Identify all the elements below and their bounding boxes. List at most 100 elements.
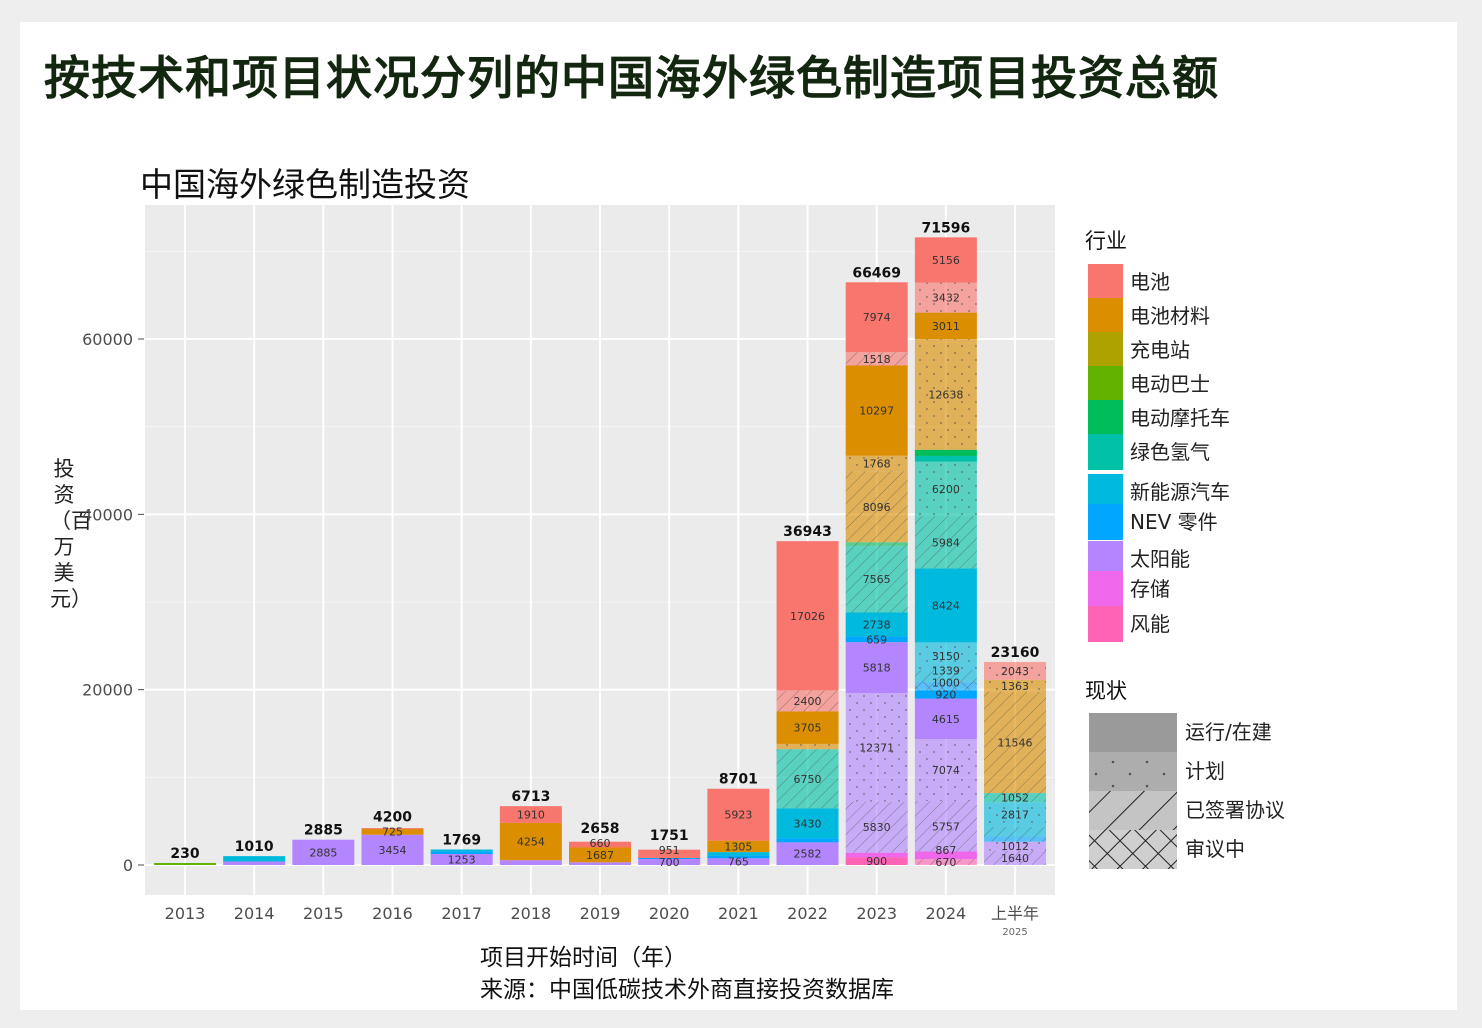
- bar-total-label: 230: [170, 846, 199, 862]
- bar-total-label: 1751: [650, 828, 689, 844]
- segment-label: 3705: [794, 722, 822, 735]
- segment-label: 3454: [379, 844, 407, 857]
- status-legend-title: 现状: [1085, 679, 1127, 703]
- bar-segment-pattern: [914, 681, 977, 691]
- bar-segment: [776, 711, 839, 744]
- bar-segment: [707, 858, 770, 865]
- segment-label: 2885: [309, 846, 337, 859]
- legend-swatch-存储: [1088, 571, 1123, 607]
- bar-2023: 900 5830 12371 5818 659 2738 7565 8096 1768 10297…: [845, 265, 908, 868]
- bar-segment-pattern: [984, 836, 1047, 842]
- bar-segment-pattern: [984, 826, 1047, 837]
- legend-label: 电池材料: [1130, 304, 1210, 328]
- segment-label: 725: [382, 826, 403, 839]
- segment-label: 1253: [448, 854, 476, 867]
- segment-label: 2400: [794, 695, 822, 708]
- segment-label: 7074: [932, 764, 960, 777]
- bar-segment: [845, 852, 908, 858]
- segment-label: 11546: [998, 736, 1033, 749]
- segment-label: 867: [935, 844, 956, 857]
- x-tick-label: 2013: [165, 904, 206, 923]
- segment-label: 3432: [932, 292, 960, 305]
- segment-label: 12638: [928, 388, 963, 401]
- bar-segment: [914, 455, 977, 462]
- bar-segment: [707, 840, 770, 853]
- bar-total-label: 23160: [991, 645, 1040, 661]
- bar-total-label: 4200: [373, 810, 412, 826]
- bar-segment-pattern: [984, 850, 1047, 865]
- bar-segment-pattern: [914, 739, 977, 802]
- y-tick-label: 60000: [82, 330, 133, 349]
- bar-segment-pattern: [776, 743, 839, 750]
- bar-total-label: 36943: [783, 524, 832, 540]
- bar-segment: [845, 642, 908, 694]
- y-tick-label: 20000: [82, 681, 133, 700]
- industry-legend-title: 行业: [1085, 229, 1127, 253]
- segment-label: 5156: [932, 254, 960, 267]
- bar-segment: [914, 698, 977, 740]
- bar-segment: [914, 312, 977, 340]
- status-legend-label: 已签署协议: [1185, 798, 1285, 822]
- segment-label: 8096: [863, 501, 891, 514]
- legend-label: 充电站: [1130, 338, 1190, 362]
- bar-2015: 2885 2885: [292, 823, 355, 865]
- bar-segment-pattern: [914, 282, 977, 313]
- status-swatch-pattern: [1089, 830, 1177, 869]
- bar-total-label: 71596: [922, 220, 971, 236]
- segment-label: 1687: [586, 849, 614, 862]
- bar-2013: 230: [154, 846, 216, 865]
- legend-label: 新能源汽车: [1130, 480, 1230, 504]
- segment-label: 2582: [794, 848, 822, 861]
- bar-segment: [845, 612, 908, 637]
- segment-label: 7565: [863, 573, 891, 586]
- legend-swatch-NEV 零件: [1088, 504, 1123, 540]
- segment-label: 2817: [1001, 809, 1029, 822]
- bar-segment: [776, 842, 839, 865]
- bar-segment-pattern: [984, 793, 1047, 803]
- bar-segment: [361, 828, 424, 835]
- bar-segment: [499, 806, 562, 823]
- segment-label: 3150: [932, 650, 960, 663]
- segment-label: 3430: [794, 817, 822, 830]
- bar-segment: [914, 690, 977, 699]
- bar-segment: [154, 862, 216, 865]
- bar-2014: 1010: [223, 839, 286, 865]
- bar-total-label: 66469: [852, 265, 901, 281]
- bar-total-label: 6713: [511, 789, 550, 805]
- bar-segment: [223, 861, 286, 865]
- x-tick-label: 2016: [372, 904, 413, 923]
- bar-segment: [776, 808, 839, 839]
- x-tick-label: 2014: [234, 904, 275, 923]
- bar-segment: [914, 449, 977, 456]
- segment-label: 765: [728, 856, 749, 869]
- bar-segment-pattern: [845, 471, 908, 543]
- x-tick-label: 2017: [441, 904, 482, 923]
- segment-label: 5818: [863, 662, 891, 675]
- bar-segment-pattern: [914, 801, 977, 852]
- bar-total-label: 2658: [581, 821, 620, 837]
- bar-segment-pattern: [845, 546, 908, 613]
- segment-label: 1000: [932, 677, 960, 690]
- bar-segment-pattern: [914, 516, 977, 569]
- status-legend-label: 审议中: [1185, 837, 1245, 861]
- y-tick-label: 40000: [82, 505, 133, 524]
- segment-label: 900: [866, 855, 887, 868]
- segment-label: 4254: [517, 836, 545, 849]
- bar-segment-pattern: [776, 749, 839, 809]
- segment-label: 660: [590, 837, 611, 850]
- bar-segment: [361, 828, 424, 830]
- bar-segment: [707, 788, 770, 841]
- bar-segment: [707, 852, 770, 856]
- segment-label: 951: [659, 844, 680, 857]
- bar-segment: [914, 237, 977, 283]
- segment-label: 1640: [1001, 852, 1029, 865]
- bar-segment: [569, 847, 632, 863]
- legend-swatch-电池材料: [1088, 298, 1123, 334]
- bar-segment-pattern: [845, 352, 908, 366]
- bar-segment-pattern: [914, 642, 977, 671]
- bar-segment-pattern: [845, 455, 908, 472]
- segment-label: 5984: [932, 536, 960, 549]
- bar-segment: [638, 858, 701, 865]
